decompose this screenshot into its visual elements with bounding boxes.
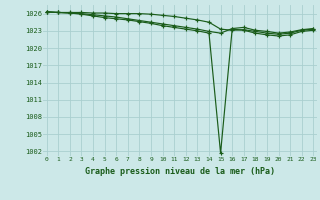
X-axis label: Graphe pression niveau de la mer (hPa): Graphe pression niveau de la mer (hPa) <box>85 167 275 176</box>
